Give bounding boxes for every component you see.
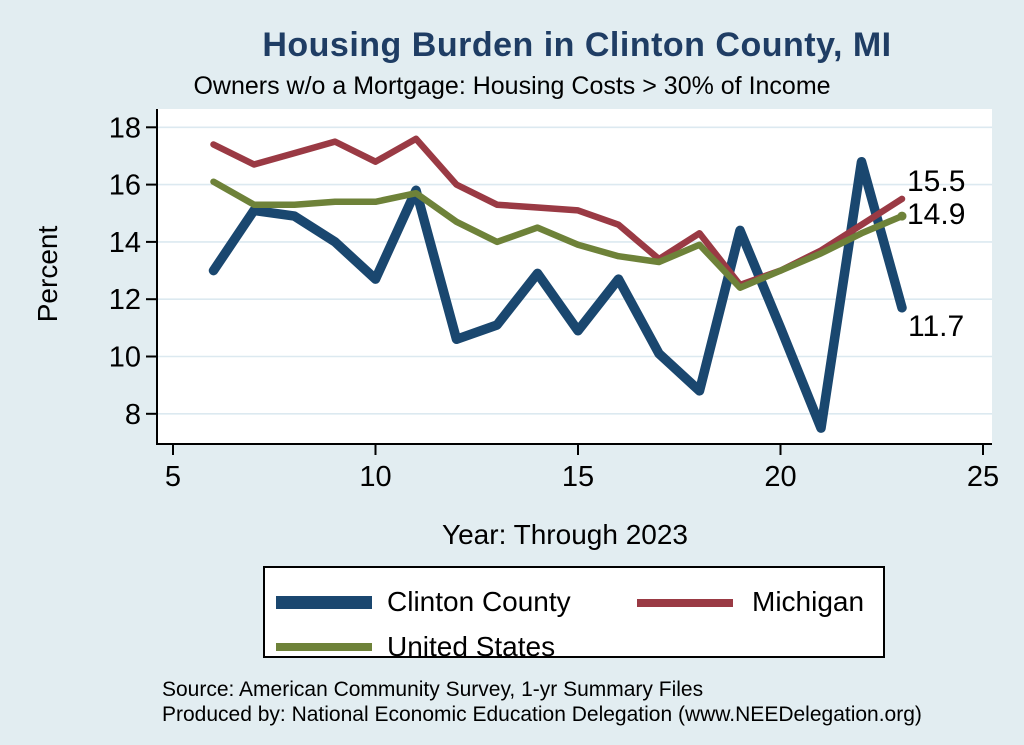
legend: Clinton County Michigan United States <box>263 566 885 662</box>
x-tick-label: 5 <box>165 461 181 493</box>
legend-swatch-united-states <box>276 643 372 651</box>
y-tick-label: 12 <box>109 284 141 316</box>
series-line-united-states <box>210 178 906 291</box>
y-tick-label: 14 <box>109 227 141 259</box>
x-tick-label: 10 <box>359 461 391 493</box>
legend-swatch-clinton-county <box>276 596 372 609</box>
source-line: Source: American Community Survey, 1-yr … <box>162 678 704 701</box>
end-label-united-states: 14.9 <box>907 198 966 231</box>
x-axis-title: Year: Through 2023 <box>442 519 688 550</box>
legend-label-united-states: United States <box>387 631 556 662</box>
end-label-clinton-county: 11.7 <box>908 310 965 343</box>
produced-by-line: Produced by: National Economic Education… <box>162 702 922 726</box>
y-tick-label: 16 <box>109 170 141 202</box>
source-note: Source: American Community Survey, 1-yr … <box>162 678 1002 727</box>
x-tick-label: 25 <box>967 461 999 493</box>
y-tick-label: 8 <box>125 399 141 431</box>
chart-subtitle: Owners w/o a Mortgage: Housing Costs > 3… <box>193 72 831 100</box>
end-label-michigan: 15.5 <box>907 165 966 198</box>
series-end-marker-united-states <box>897 211 907 221</box>
y-tick-label: 10 <box>109 342 141 374</box>
legend-label-clinton-county: Clinton County <box>387 586 571 617</box>
series-line-clinton-county <box>208 156 907 433</box>
chart-title: Housing Burden in Clinton County, MI <box>262 26 892 64</box>
x-tick-label: 15 <box>562 461 594 493</box>
plot-area <box>157 109 992 444</box>
y-tick-label: 18 <box>109 112 141 144</box>
legend-label-michigan: Michigan <box>752 586 865 617</box>
legend-swatch-michigan <box>637 599 733 607</box>
y-axis-title: Percent <box>32 225 63 323</box>
x-tick-label: 20 <box>764 461 796 493</box>
